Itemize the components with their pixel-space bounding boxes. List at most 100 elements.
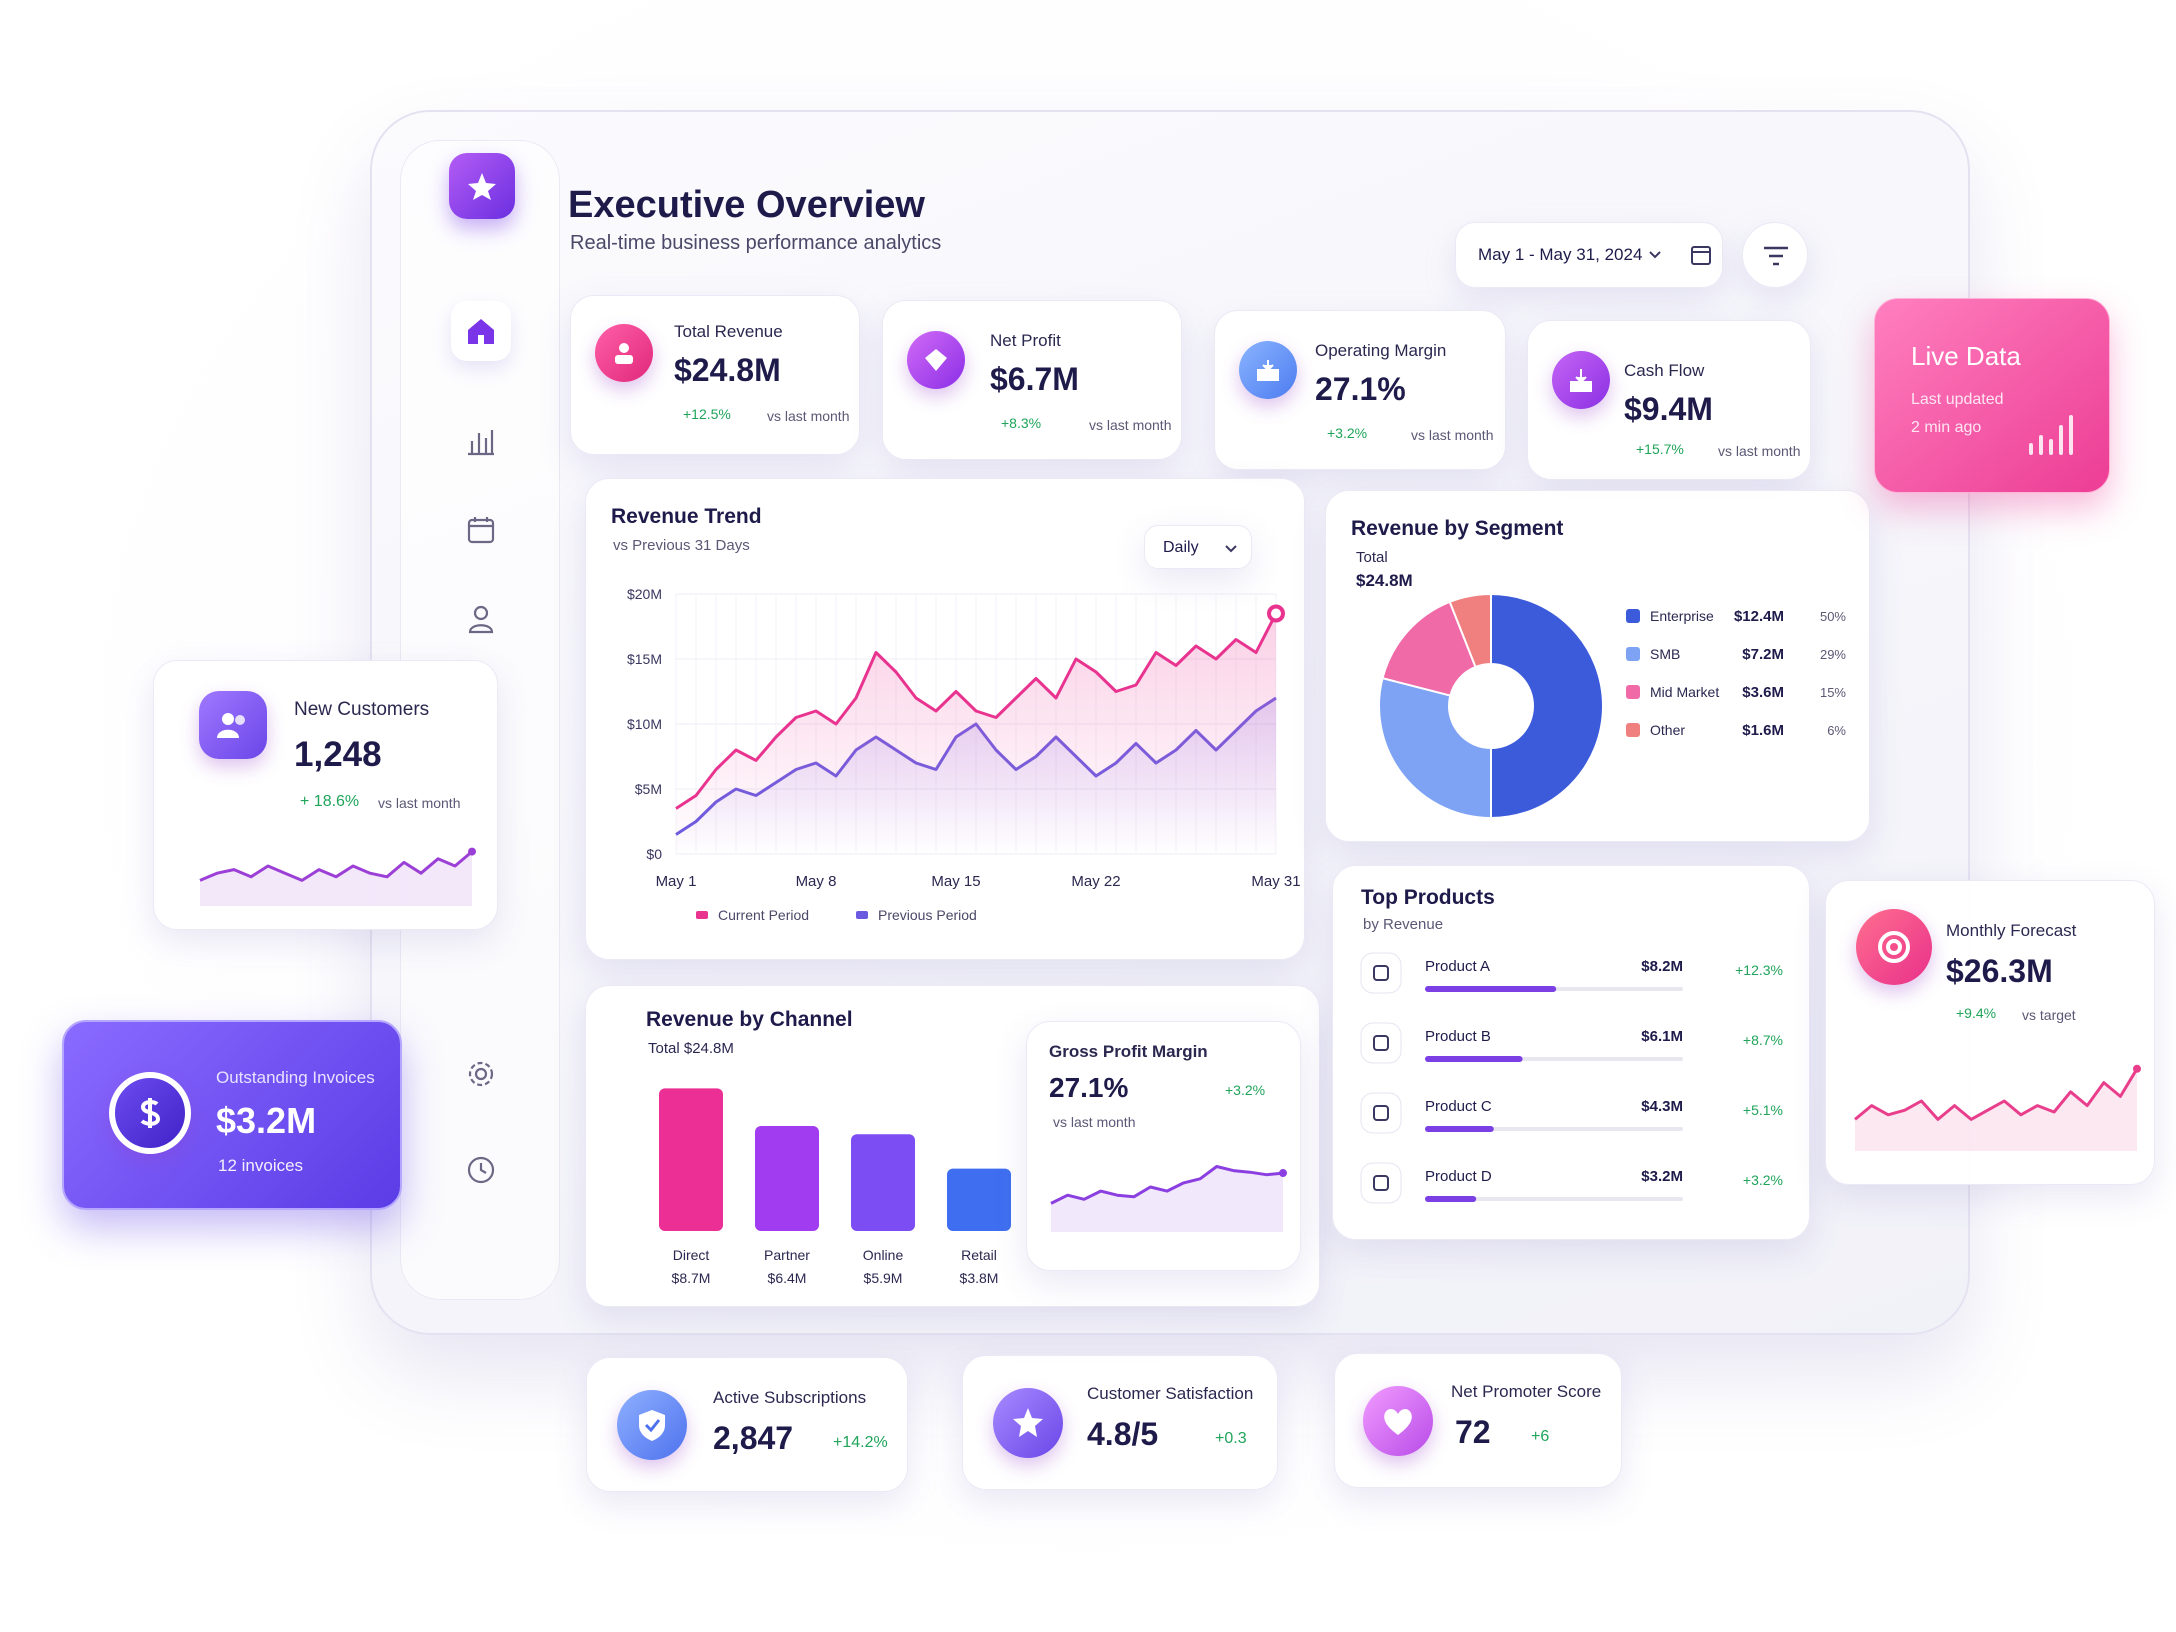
kpi-value: $6.7M (990, 361, 1079, 397)
product-icon (1360, 1092, 1402, 1134)
card-note: vs target (2022, 1007, 2076, 1023)
stat-label: Customer Satisfaction (1087, 1384, 1254, 1403)
card-note: vs last month (1053, 1114, 1136, 1130)
stat-label: Net Promoter Score (1451, 1382, 1602, 1401)
x-tick-label: May 31 (1251, 873, 1300, 890)
target-icon (1856, 909, 1932, 985)
gross-margin-card: Gross Profit Margin 27.1% +3.2% vs last … (1026, 1021, 1301, 1271)
x-tick-label: Partner (764, 1247, 810, 1263)
card-title: Top Products (1361, 886, 1495, 909)
card-label: New Customers (294, 699, 430, 720)
total-label: Total (1356, 549, 1388, 566)
kpi-card: Cash Flow $9.4M +15.7% vs last month (1527, 320, 1811, 480)
end-point (1267, 604, 1285, 623)
date-picker[interactable]: May 1 - May 31, 2024 (1455, 222, 1723, 288)
legend-swatch (1626, 609, 1640, 623)
kpi-label: Total Revenue (674, 322, 783, 341)
legend-swatch (1626, 685, 1640, 699)
sparkline-line (1050, 1165, 1284, 1205)
card-note: 12 invoices (218, 1156, 304, 1175)
y-tick-label: $0 (646, 846, 662, 862)
nav-home[interactable] (451, 301, 511, 361)
sparkline-line (1854, 1068, 2139, 1121)
kpi-change: +8.3% (1001, 415, 1042, 431)
kpi-change: +15.7% (1636, 441, 1684, 457)
product-icon-glyph (1373, 1105, 1389, 1121)
forecast-card: Monthly Forecast $26.3M +9.4% vs target (1825, 880, 2155, 1185)
invoices-card: Outstanding Invoices $3.2M 12 invoices (62, 1020, 402, 1210)
segment-share: 50% (1820, 609, 1846, 624)
kpi-card: Operating Margin 27.1% +3.2% vs last mon… (1214, 310, 1506, 470)
nav-history[interactable] (451, 1140, 511, 1200)
bar (851, 1134, 915, 1231)
series-line (675, 612, 1278, 810)
bar (659, 1088, 723, 1231)
live-title: Live Data (1911, 341, 2021, 371)
bar-value-label: $5.9M (864, 1270, 903, 1286)
product-value: $6.1M (1641, 1028, 1683, 1045)
progress-bar (1425, 1056, 1523, 1062)
analytics-icon (468, 430, 494, 456)
sparkline-area (200, 851, 472, 906)
period-dropdown[interactable]: Daily (1144, 525, 1252, 569)
x-tick-label: May 8 (796, 873, 837, 890)
bar-value-label: $8.7M (672, 1270, 711, 1286)
x-tick-label: Online (863, 1247, 904, 1263)
page-title: Executive Overview (568, 184, 925, 226)
kpi-value: $9.4M (1624, 391, 1713, 427)
y-tick-label: $15M (627, 651, 662, 667)
kpi-change: +12.5% (683, 406, 731, 422)
product-name: Product A (1425, 958, 1490, 975)
product-value: $8.2M (1641, 958, 1683, 975)
history-icon (467, 1156, 495, 1184)
kpi-change: +3.2% (1327, 425, 1368, 441)
sparkline (1854, 1064, 2141, 1151)
card-value: $26.3M (1946, 953, 2053, 989)
stat-change: +6 (1531, 1428, 1550, 1445)
donut-hole (1449, 664, 1533, 748)
product-icon-glyph (1373, 965, 1389, 981)
filter-icon (1764, 246, 1788, 266)
segment-card: Revenue by Segment Total $24.8M Enterpri… (1325, 490, 1870, 842)
star-icon (993, 1388, 1063, 1458)
sparkline-area (1855, 1068, 2137, 1151)
settings-icon (468, 1061, 494, 1087)
revenue-trend-card: Revenue Trend vs Previous 31 Days Daily … (585, 478, 1305, 960)
card-label: Monthly Forecast (1946, 921, 2077, 940)
kpi-note: vs last month (767, 408, 850, 424)
nav-users[interactable] (451, 589, 511, 649)
card-title: Revenue by Channel (646, 1008, 853, 1031)
home-icon (468, 319, 494, 344)
nav-settings[interactable] (451, 1044, 511, 1104)
x-tick-label: May 15 (931, 873, 980, 890)
top-products-card: Top Products by Revenue Product A $8.2M +1… (1332, 865, 1810, 1240)
product-change: +3.2% (1743, 1172, 1783, 1188)
product-icon (1360, 952, 1402, 994)
product-icon (1360, 1162, 1402, 1204)
filter-button[interactable] (1742, 222, 1808, 288)
nav-calendar[interactable] (451, 500, 511, 560)
legend-swatch (696, 911, 708, 919)
segment-share: 15% (1820, 685, 1846, 700)
sparkline-end (2133, 1064, 2141, 1073)
y-tick-label: $20M (627, 586, 662, 602)
segment-amount: $12.4M (1734, 608, 1784, 625)
bar (947, 1168, 1011, 1231)
nav-analytics[interactable] (451, 411, 511, 471)
kpi-value: 27.1% (1315, 371, 1406, 407)
product-list: Product A $8.2M +12.3% Product B $6.1M +8.7% P… (1360, 952, 1783, 1204)
y-tick-label: $5M (635, 781, 662, 797)
x-tick-label: Direct (673, 1247, 710, 1263)
legend-label: Mid Market (1650, 684, 1719, 700)
legend-swatch (856, 911, 868, 919)
kpi-label: Cash Flow (1624, 361, 1705, 380)
stat-card: Active Subscriptions 2,847 +14.2% (586, 1357, 908, 1492)
customers-icon (199, 691, 267, 759)
product-name: Product C (1425, 1098, 1492, 1115)
chevron (1225, 545, 1237, 553)
product-change: +5.1% (1743, 1102, 1783, 1118)
segment-amount: $7.2M (1742, 646, 1784, 663)
bar-value-label: $6.4M (768, 1270, 807, 1286)
card-value: 27.1% (1049, 1072, 1129, 1103)
